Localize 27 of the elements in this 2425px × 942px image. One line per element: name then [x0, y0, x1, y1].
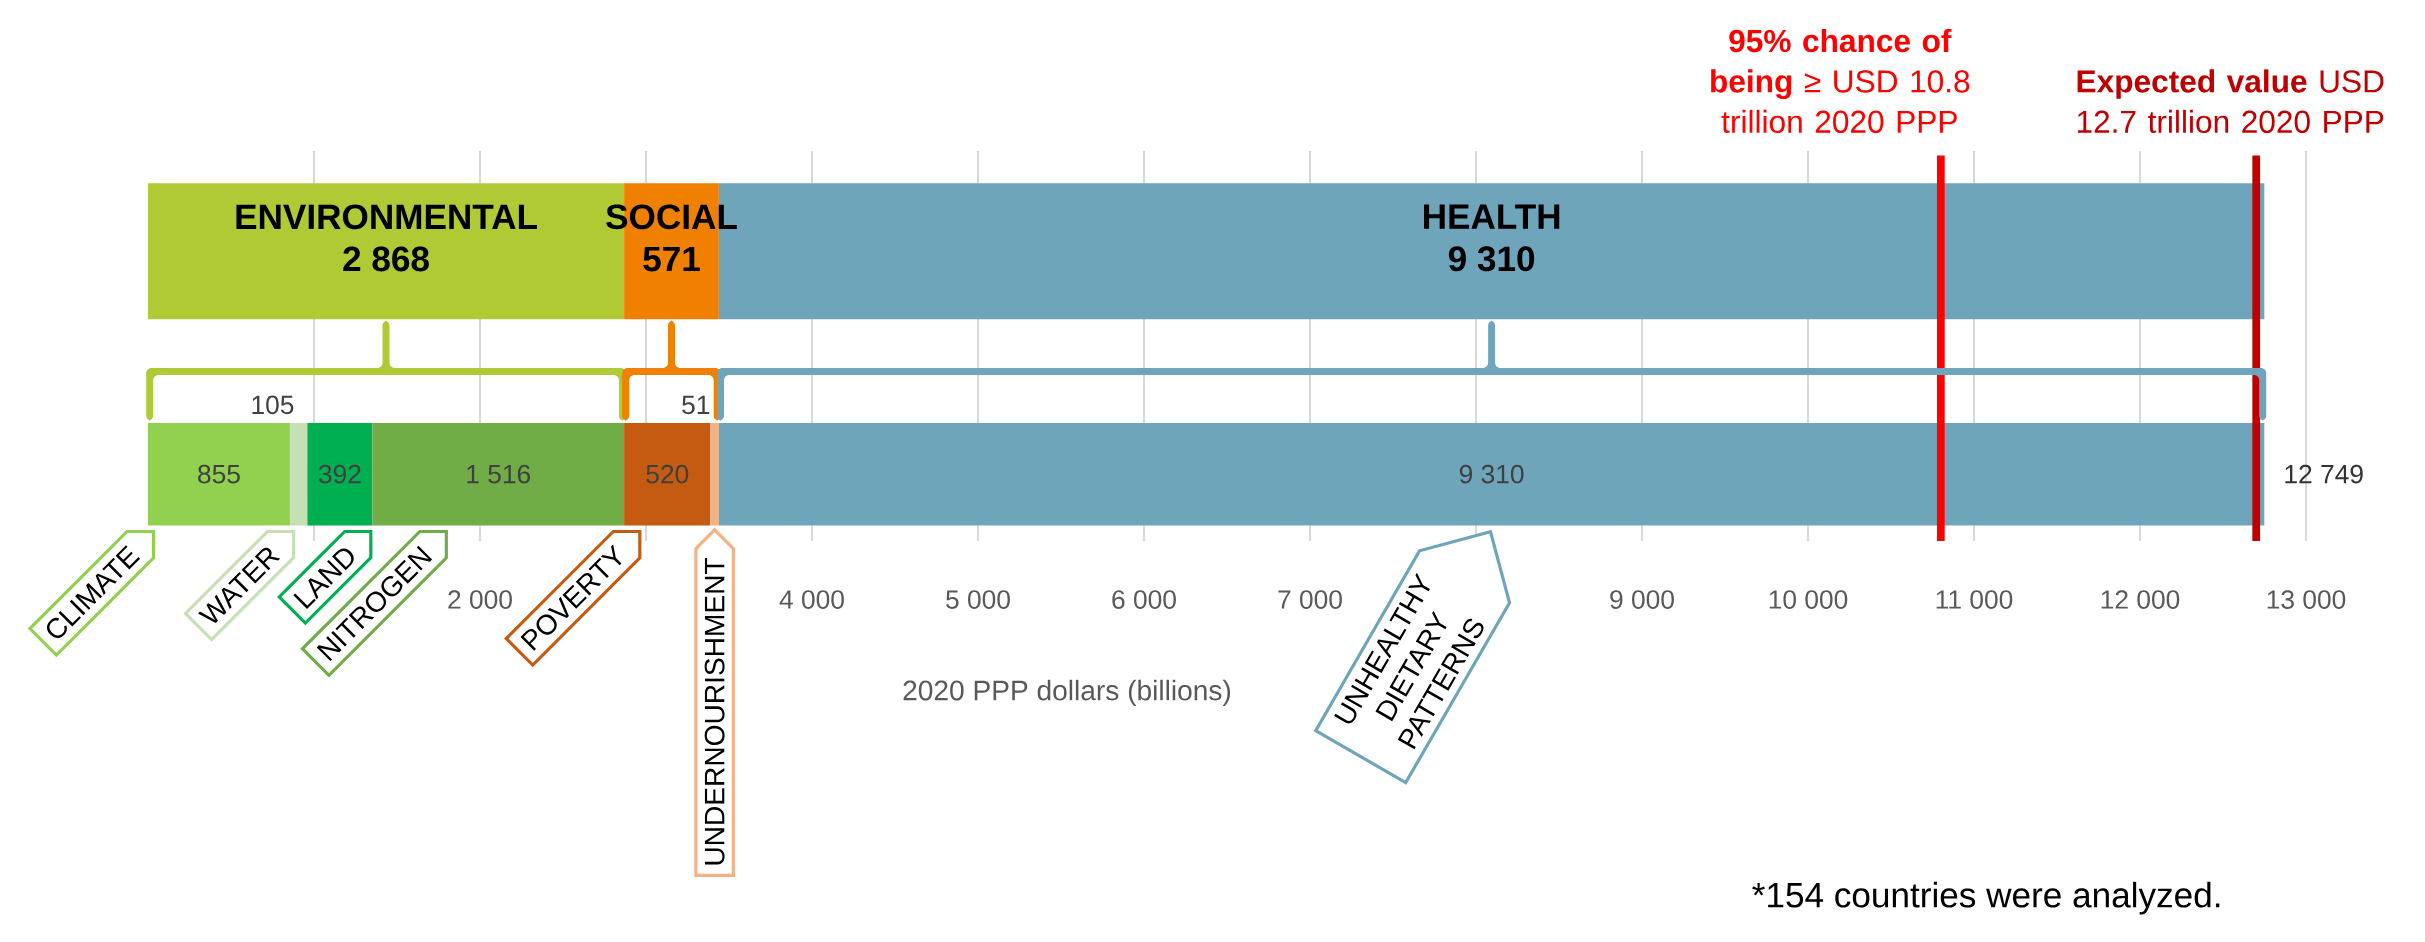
- ref-line-label: Expected value USD 12.7 trillion 2020 PPP: [2077, 69, 2384, 134]
- x-tick-label: 9 000: [1610, 590, 1674, 609]
- ref-line-label: 95% chance of being ≥ USD 10.8 trillion 2020 PPP: [1711, 28, 1970, 134]
- data-label: 1 516: [467, 464, 531, 484]
- x-tick-label: 13 000: [2267, 590, 2346, 609]
- x-axis-title: 2020 PPP dollars (billions): [903, 679, 1231, 707]
- series-label: ENVIRONMENTAL: [236, 204, 537, 230]
- data-label: 520: [646, 464, 689, 484]
- x-tick-label: 5 000: [946, 590, 1010, 609]
- x-tick-label: 11 000: [1936, 590, 2013, 609]
- data-label: 105: [252, 395, 294, 415]
- x-tick-label: 10 000: [1769, 590, 1848, 609]
- text: UNDERNOURISHMENT: [704, 558, 725, 865]
- data-label: 9 310: [1448, 246, 1535, 272]
- x-tick-label: 12 000: [2101, 590, 2180, 609]
- data-label: 9 310: [1459, 464, 1524, 484]
- data-label: 571: [643, 246, 700, 272]
- x-tick-label: 2 000: [448, 590, 512, 609]
- data-label: 51: [682, 395, 710, 415]
- total-label: 12 749: [2285, 464, 2363, 484]
- x-tick-label: 6 000: [1112, 590, 1176, 609]
- text: *154 countries were analyzed.: [1752, 881, 2220, 915]
- series-label: HEALTH: [1424, 204, 1560, 229]
- data-label: 392: [318, 464, 361, 484]
- data-label: 855: [198, 464, 240, 484]
- data-label: 2 868: [343, 246, 429, 272]
- x-tick-label: 4 000: [779, 590, 844, 609]
